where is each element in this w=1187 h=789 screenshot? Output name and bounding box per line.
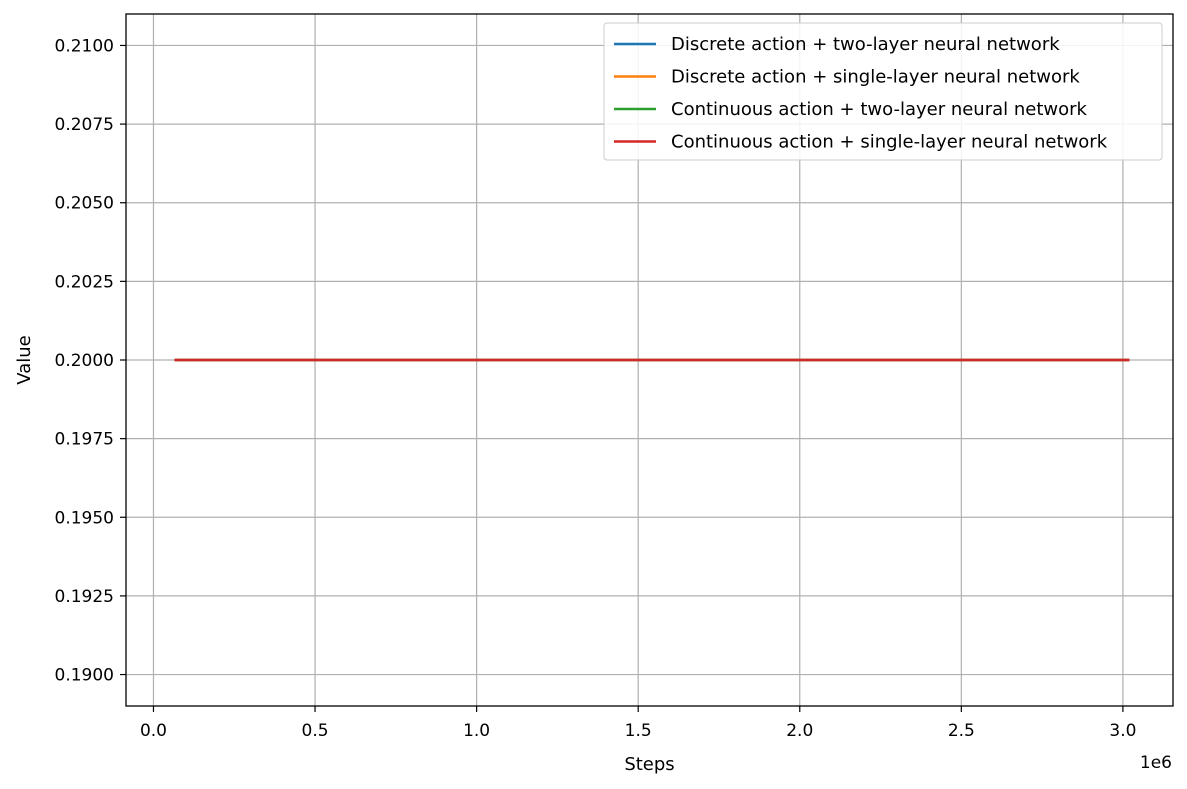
- x-tick-label: 2.5: [948, 721, 975, 741]
- y-tick-label: 0.1975: [55, 430, 114, 450]
- x-tick-label: 1.5: [625, 721, 652, 741]
- legend-label: Discrete action + single-layer neural ne…: [671, 67, 1080, 88]
- legend-item: Discrete action + single-layer neural ne…: [614, 67, 1080, 88]
- x-axis-offset-label: 1e6: [1140, 753, 1172, 773]
- legend: Discrete action + two-layer neural netwo…: [603, 22, 1163, 161]
- x-tick-label: 1.0: [463, 721, 490, 741]
- x-tick-label: 0.0: [140, 721, 167, 741]
- legend-label: Continuous action + two-layer neural net…: [671, 99, 1088, 120]
- x-tick-label: 3.0: [1109, 721, 1136, 741]
- legend-item: Discrete action + two-layer neural netwo…: [614, 34, 1060, 55]
- y-tick-label: 0.1925: [55, 587, 114, 607]
- x-tick-label: 0.5: [302, 721, 329, 741]
- y-tick-label: 0.2075: [55, 115, 114, 135]
- legend-label: Continuous action + single-layer neural …: [671, 132, 1108, 153]
- y-tick-label: 0.2100: [55, 36, 114, 56]
- legend-item: Continuous action + single-layer neural …: [614, 132, 1108, 153]
- x-axis-ticks: 0.0 0.5 1.0 1.5 2.0 2.5 3.0: [140, 706, 1136, 741]
- y-tick-label: 0.1900: [55, 666, 114, 686]
- y-tick-label: 0.2025: [55, 272, 114, 292]
- legend-label: Discrete action + two-layer neural netwo…: [671, 34, 1060, 55]
- y-tick-label: 0.1950: [55, 508, 114, 528]
- x-axis-label: Steps: [624, 754, 674, 775]
- x-tick-label: 2.0: [786, 721, 813, 741]
- legend-box: [603, 22, 1163, 161]
- y-axis-label: Value: [14, 335, 35, 384]
- legend-item: Continuous action + two-layer neural net…: [614, 99, 1088, 120]
- y-axis-ticks: 0.1900 0.1925 0.1950 0.1975 0.2000 0.2025 0.20…: [55, 36, 126, 686]
- y-tick-label: 0.2000: [55, 351, 114, 371]
- y-tick-label: 0.2050: [55, 194, 114, 214]
